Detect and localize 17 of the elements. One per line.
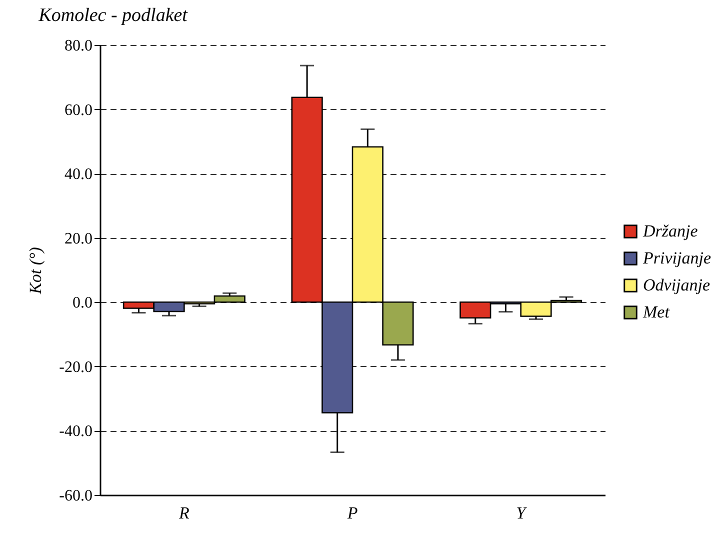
x-tick-label: Y [516, 504, 528, 522]
y-tick-label: -60.0 [59, 488, 92, 504]
chart-title: Komolec - podlaket [38, 5, 188, 26]
y-tick-label: 80.0 [64, 38, 92, 54]
legend-label: Držanje [642, 222, 698, 240]
y-tick-label: 0.0 [72, 294, 92, 312]
y-tick-label: 40.0 [64, 166, 92, 184]
legend-label: Odvijanje [643, 276, 710, 294]
legend-label: Met [642, 302, 671, 322]
y-tick-label: -20.0 [59, 358, 92, 376]
x-tick-label: P [346, 504, 358, 522]
legend-label: Privijanje [642, 248, 712, 268]
y-axis-title: Kot (°) [26, 246, 46, 295]
y-tick-label: 20.0 [64, 230, 92, 248]
y-tick-label: 60.0 [64, 102, 92, 119]
y-tick-label: -40.0 [59, 423, 92, 440]
x-tick-label: R [178, 504, 190, 522]
